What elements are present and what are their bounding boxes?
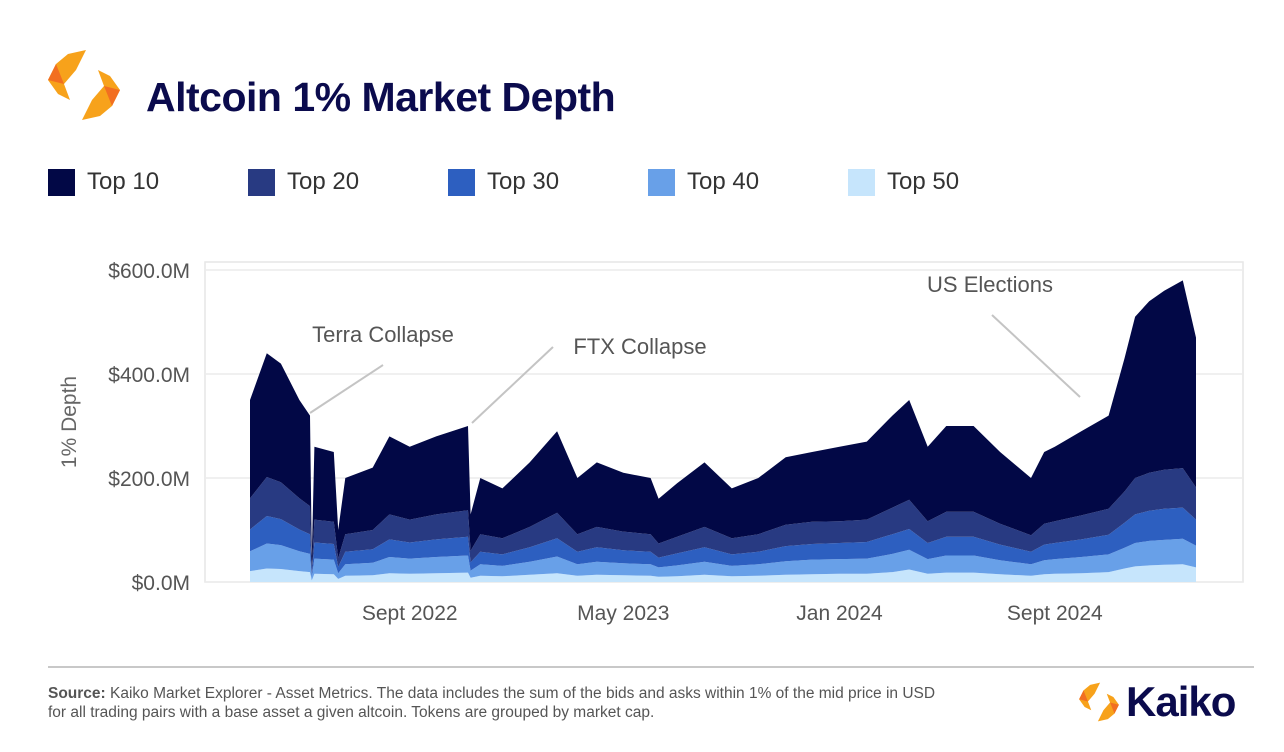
legend-swatch [248, 168, 275, 196]
stacked-area-chart: $0.0M $200.0M $400.0M $600.0M 1% Depth Sept 2… [58, 260, 1244, 625]
y-tick-label: $600.0M [108, 260, 190, 283]
x-tick-label: May 2023 [577, 602, 669, 625]
source-label: Source: [48, 685, 106, 702]
kaiko-brand: Kaiko [1078, 678, 1262, 726]
annotation-leader-line [471, 346, 554, 424]
source-text-2: for all trading pairs with a base asset … [48, 704, 655, 721]
source-note: Source: Kaiko Market Explorer - Asset Me… [48, 684, 1048, 722]
legend-item-top-30: Top 30 [448, 168, 559, 196]
legend-label: Top 30 [487, 168, 560, 195]
footer-divider [48, 666, 1254, 668]
legend-item-top-20: Top 20 [248, 168, 359, 196]
kaiko-logo-icon [48, 50, 120, 120]
area-top-30 [250, 507, 1196, 578]
kaiko-logo-icon [1079, 682, 1119, 722]
source-text: Kaiko Market Explorer - Asset Metrics. T… [105, 685, 936, 702]
area-top-10 [250, 280, 1196, 570]
legend-swatch [848, 168, 875, 196]
y-tick-label: $0.0M [132, 572, 190, 595]
y-tick-label: $400.0M [108, 364, 190, 387]
legend-label: Top 20 [287, 168, 360, 195]
area-top-20 [250, 468, 1196, 575]
annotation-label: FTX Collapse [573, 334, 706, 359]
x-tick-label: Sept 2022 [362, 602, 458, 625]
x-tick-label: Sept 2024 [1007, 602, 1103, 625]
legend-label: Top 10 [87, 168, 160, 195]
legend-label: Top 50 [887, 168, 960, 195]
annotation-label: Terra Collapse [312, 322, 454, 347]
annotation-leader-line [309, 364, 384, 414]
area-top-50 [250, 564, 1196, 582]
annotation-leader-line [991, 314, 1081, 398]
y-axis-label: 1% Depth [58, 376, 81, 468]
x-tick-label: Jan 2024 [796, 602, 883, 625]
area-top-40 [250, 538, 1196, 581]
legend-label: Top 40 [687, 168, 760, 195]
legend-swatch [648, 168, 675, 196]
page-title: Altcoin 1% Market Depth [146, 74, 616, 120]
legend-item-top-10: Top 10 [48, 168, 159, 196]
y-tick-label: $200.0M [108, 468, 190, 491]
legend-swatch [48, 168, 75, 196]
legend-swatch [448, 168, 475, 196]
annotation-label: US Elections [927, 272, 1053, 297]
legend-item-top-40: Top 40 [648, 168, 759, 196]
kaiko-wordmark: Kaiko [1126, 678, 1236, 725]
legend-item-top-50: Top 50 [848, 168, 959, 196]
